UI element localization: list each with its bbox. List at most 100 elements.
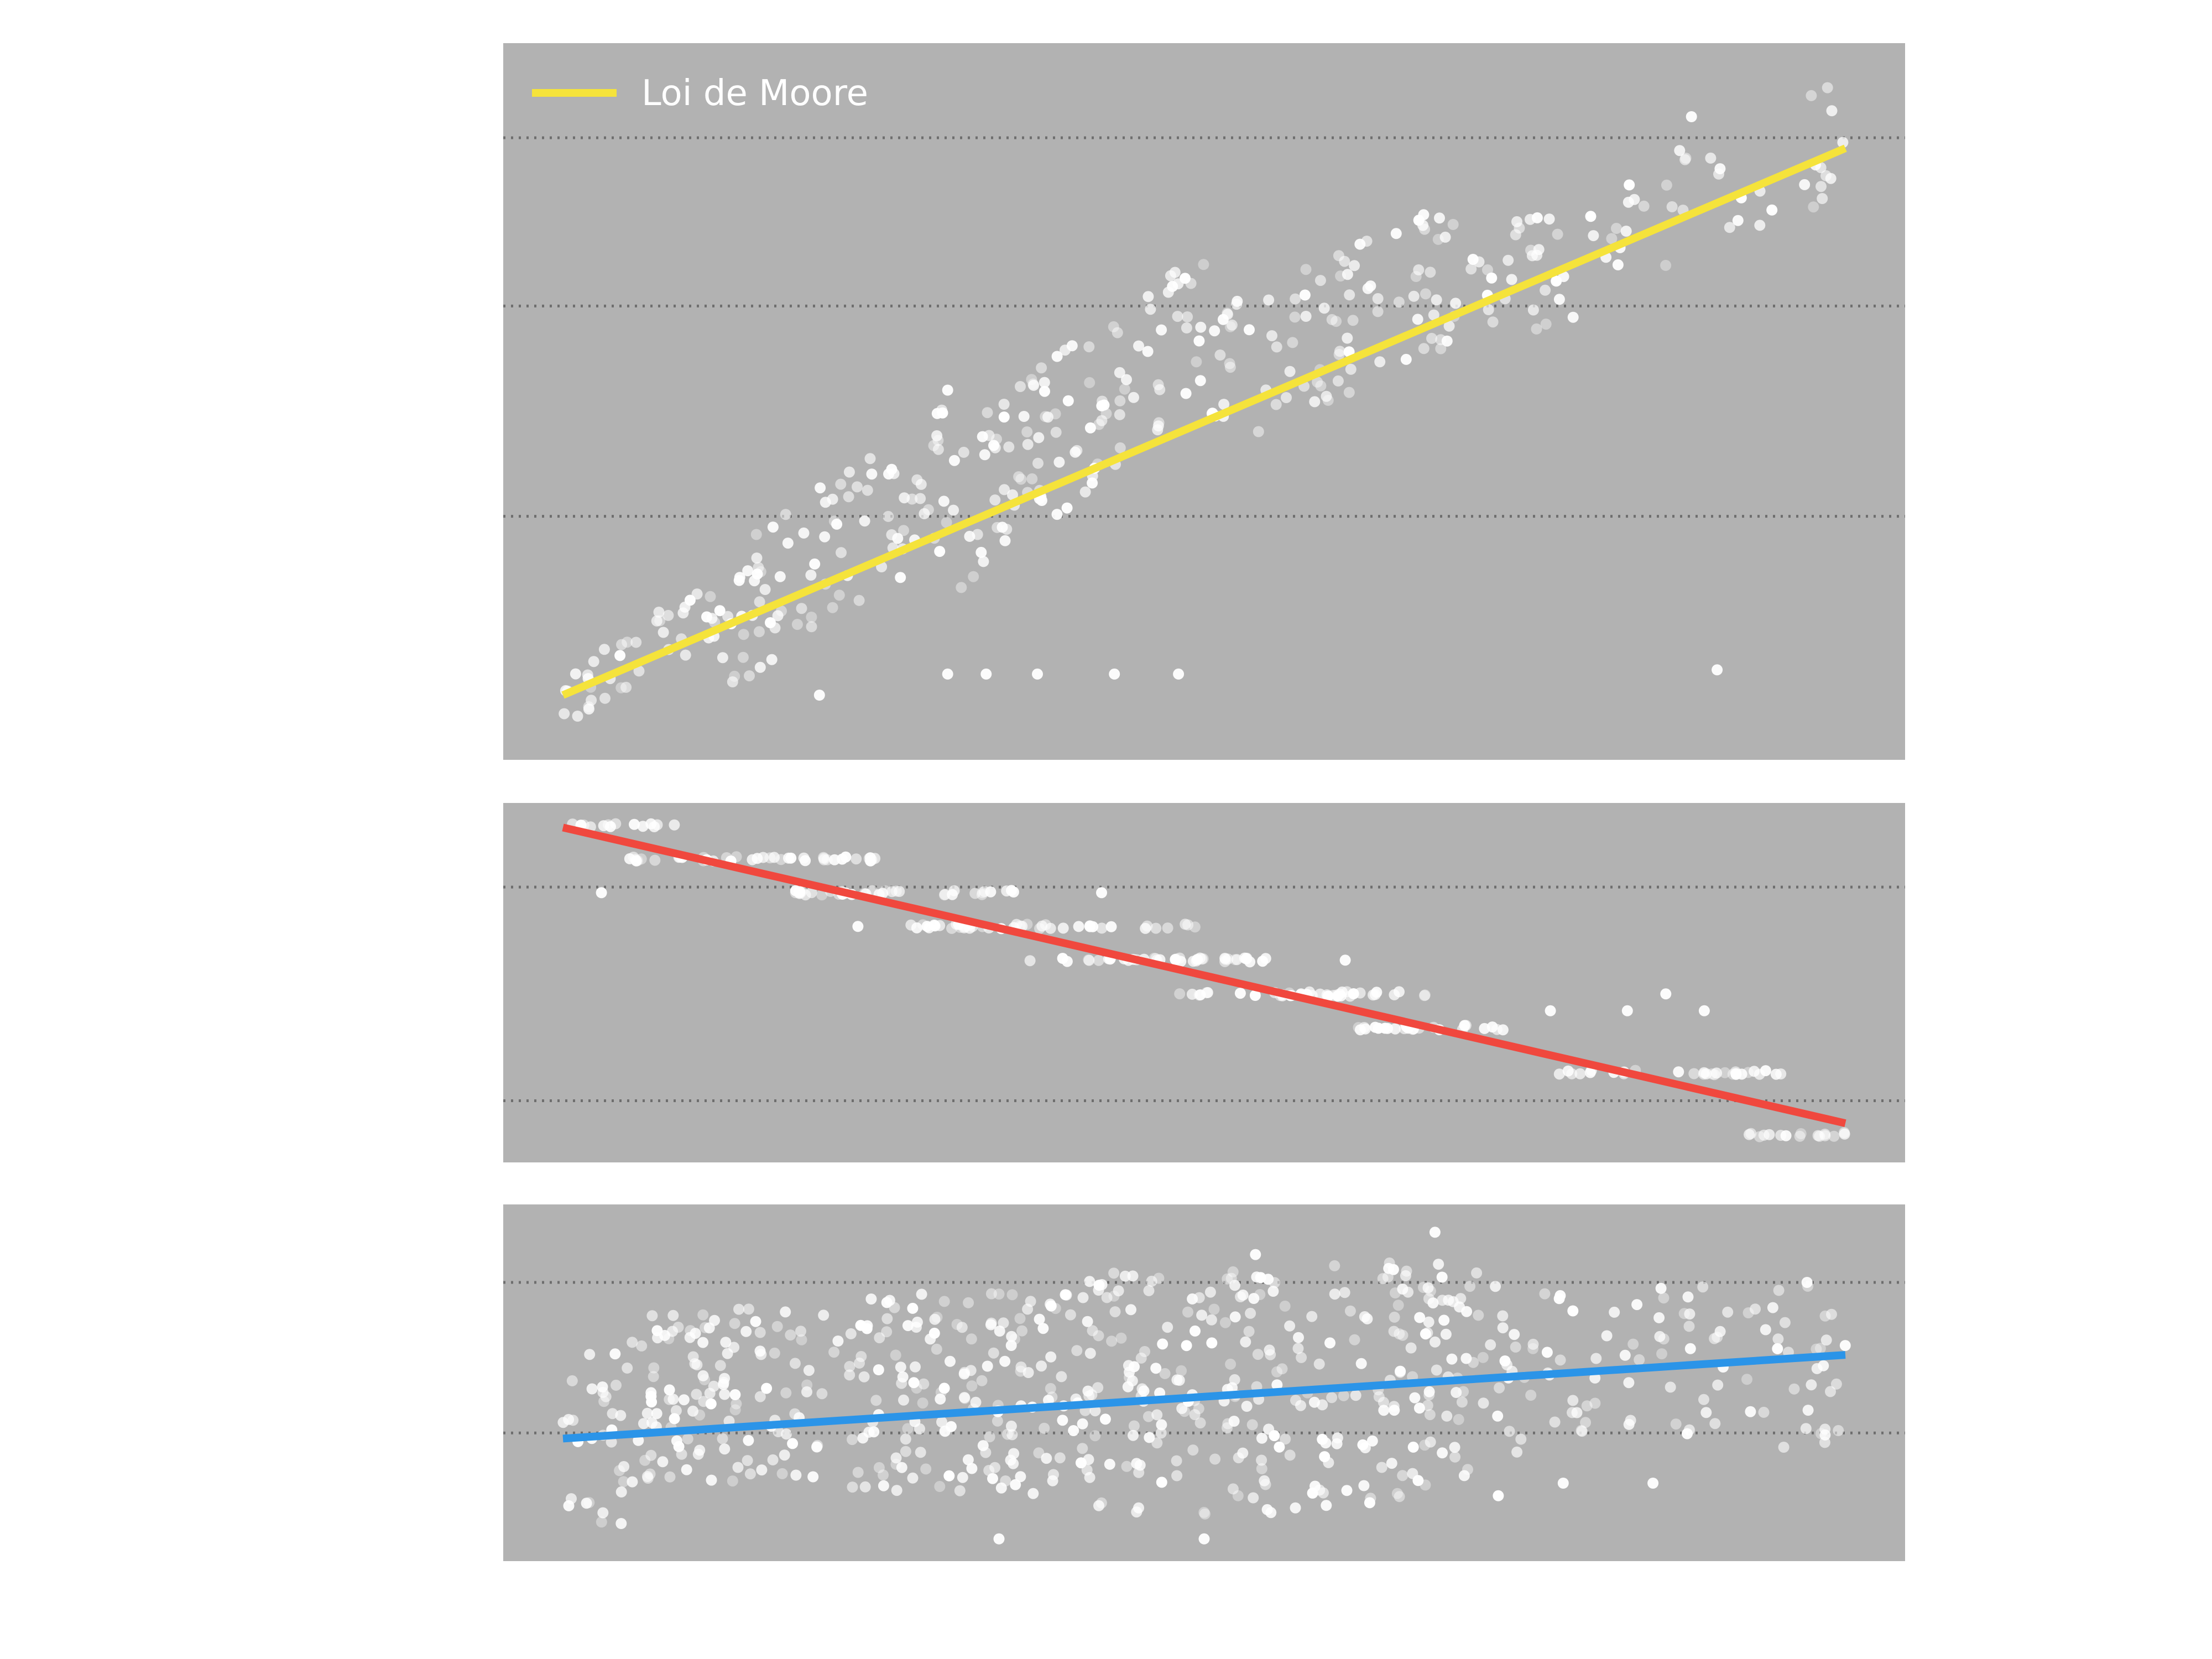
data-point-460 (1267, 1286, 1279, 1297)
data-point-280 (1745, 1128, 1757, 1139)
data-point-238 (1379, 1022, 1391, 1034)
data-point-12 (596, 1516, 607, 1528)
data-point-371 (1525, 244, 1537, 256)
data-point-651 (1800, 1423, 1812, 1434)
data-point-175 (963, 1297, 974, 1308)
data-point-87 (886, 529, 898, 540)
data-point-319 (1271, 341, 1282, 353)
data-point-258 (1342, 269, 1353, 280)
data-point-94 (636, 1340, 648, 1352)
data-point-16 (607, 1408, 618, 1420)
data-point-608 (1422, 1282, 1434, 1293)
data-point-179 (1119, 383, 1130, 395)
data-point-109 (1096, 922, 1108, 934)
data-point-223 (968, 571, 979, 582)
data-point-124 (1189, 921, 1201, 933)
data-point-455 (1235, 1291, 1246, 1302)
data-point-402 (1032, 668, 1043, 680)
data-point-178 (1007, 489, 1018, 500)
data-point-286 (1758, 1129, 1770, 1141)
data-point-644 (1700, 1407, 1712, 1418)
data-point-56 (754, 596, 765, 608)
data-point-231 (1142, 291, 1154, 302)
data-point-606 (1395, 1366, 1406, 1378)
data-point-100 (717, 652, 728, 664)
data-point-340 (1290, 1502, 1301, 1514)
data-point-117 (717, 1433, 728, 1444)
data-point-195 (1174, 988, 1186, 1000)
data-point-700 (1429, 1227, 1441, 1238)
data-point-287 (985, 1288, 997, 1300)
data-point-284 (1054, 1452, 1066, 1464)
data-point-11 (609, 1348, 621, 1360)
data-point-22 (583, 1497, 595, 1509)
data-point-335 (1674, 145, 1686, 156)
data-point-158 (1142, 346, 1154, 357)
data-point-136 (1133, 340, 1144, 352)
data-point-181 (816, 1388, 828, 1400)
data-point-253 (1374, 356, 1386, 368)
data-point-13 (597, 1507, 609, 1519)
data-point-432 (1089, 1405, 1101, 1417)
data-point-361 (1817, 193, 1828, 204)
data-point-283 (818, 1310, 830, 1321)
data-point-673 (1811, 1343, 1822, 1355)
data-point-487 (1099, 1413, 1111, 1425)
data-point-93 (843, 491, 854, 503)
data-point-232 (859, 1481, 871, 1493)
data-point-372 (1082, 1316, 1093, 1327)
data-point-405 (1712, 664, 1723, 676)
data-point-404 (1233, 1452, 1244, 1464)
data-point-365 (1171, 1455, 1182, 1467)
data-point-85 (720, 1337, 732, 1348)
data-point-140 (948, 455, 960, 466)
data-point-296 (898, 1394, 909, 1406)
data-point-271 (1339, 255, 1350, 267)
data-point-227 (1027, 378, 1039, 390)
data-point-403 (1109, 668, 1120, 680)
data-point-48 (639, 1454, 651, 1466)
data-point-324 (1426, 332, 1437, 344)
data-point-161 (900, 1433, 911, 1445)
data-point-617 (1697, 1281, 1709, 1293)
data-point-534 (1394, 1491, 1405, 1503)
data-point-279 (984, 1431, 995, 1443)
data-point-664 (1778, 1442, 1790, 1453)
data-point-289 (1209, 325, 1220, 337)
data-point-112 (791, 619, 803, 630)
data-point-159 (891, 1485, 902, 1496)
data-point-58 (667, 1310, 679, 1321)
data-point-89 (765, 617, 776, 628)
data-point-84 (651, 1325, 663, 1337)
data-point-207 (914, 1423, 925, 1434)
data-point-630 (1576, 1426, 1588, 1437)
data-point-382 (1531, 323, 1542, 335)
data-point-546 (1501, 1359, 1512, 1370)
data-point-127 (737, 651, 749, 663)
data-point-502 (1422, 1327, 1433, 1339)
data-point-11 (649, 821, 660, 832)
data-point-493 (1436, 1271, 1448, 1283)
data-point-473 (1265, 1349, 1276, 1360)
data-point-406 (1269, 1430, 1280, 1442)
data-point-177 (999, 535, 1011, 546)
data-point-252 (1361, 236, 1373, 247)
data-point-300 (1266, 330, 1277, 342)
data-point-313 (1253, 426, 1264, 437)
data-point-358 (1624, 179, 1635, 191)
data-point-500 (1358, 1480, 1370, 1491)
data-point-3 (669, 819, 680, 831)
data-point-474 (1271, 1379, 1283, 1391)
data-point-344 (1483, 304, 1494, 315)
data-point-110 (750, 529, 762, 540)
data-point-217 (873, 1364, 884, 1375)
data-point-106 (941, 517, 952, 528)
data-point-697 (1567, 1407, 1578, 1418)
data-point-198 (908, 1377, 920, 1389)
data-point-240 (1390, 1023, 1401, 1035)
data-point-600 (1397, 1470, 1408, 1481)
data-point-142 (750, 1316, 761, 1327)
data-point-184 (1005, 1420, 1017, 1432)
data-point-193 (1037, 1323, 1049, 1334)
data-point-393 (1482, 264, 1493, 275)
